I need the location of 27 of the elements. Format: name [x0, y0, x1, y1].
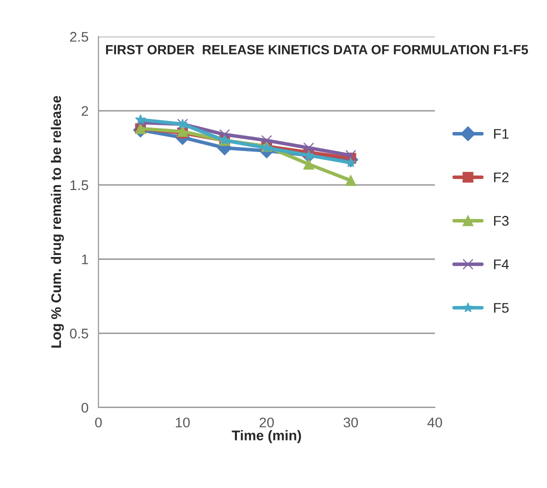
y-tick-label: 2	[82, 106, 88, 116]
y-axis-title: Log % Cum. drug remain to be release	[50, 96, 64, 348]
legend-label: F4	[494, 260, 509, 270]
chart-title: FIRST ORDER RELEASE KINETICS DATA OF FORMULATION F1-F5	[106, 45, 528, 54]
y-tick-label: 0	[82, 402, 88, 413]
x-axis-title: Time (min)	[232, 430, 301, 444]
point	[135, 114, 146, 124]
legend-label: F3	[494, 216, 509, 226]
x-tick-label: 40	[427, 418, 442, 428]
point	[345, 175, 356, 186]
point	[345, 150, 356, 161]
legend-label: F2	[494, 172, 508, 182]
x-tick-label: 0	[95, 418, 102, 428]
x-tick-label: 10	[176, 418, 190, 428]
x-tick-label: 20	[260, 418, 274, 428]
y-tick-label: 1	[82, 254, 88, 264]
point	[303, 142, 314, 154]
legend-label: F5	[494, 303, 509, 313]
point	[219, 129, 230, 140]
point	[261, 135, 272, 146]
point	[135, 117, 146, 128]
y-tick-label: 0.5	[70, 328, 88, 338]
y-tick-label: 2.5	[70, 32, 88, 42]
legend-label: F1	[494, 129, 509, 139]
x-tick-label: 30	[344, 418, 358, 428]
y-tick-label: 1.5	[70, 180, 88, 190]
point	[303, 158, 314, 170]
